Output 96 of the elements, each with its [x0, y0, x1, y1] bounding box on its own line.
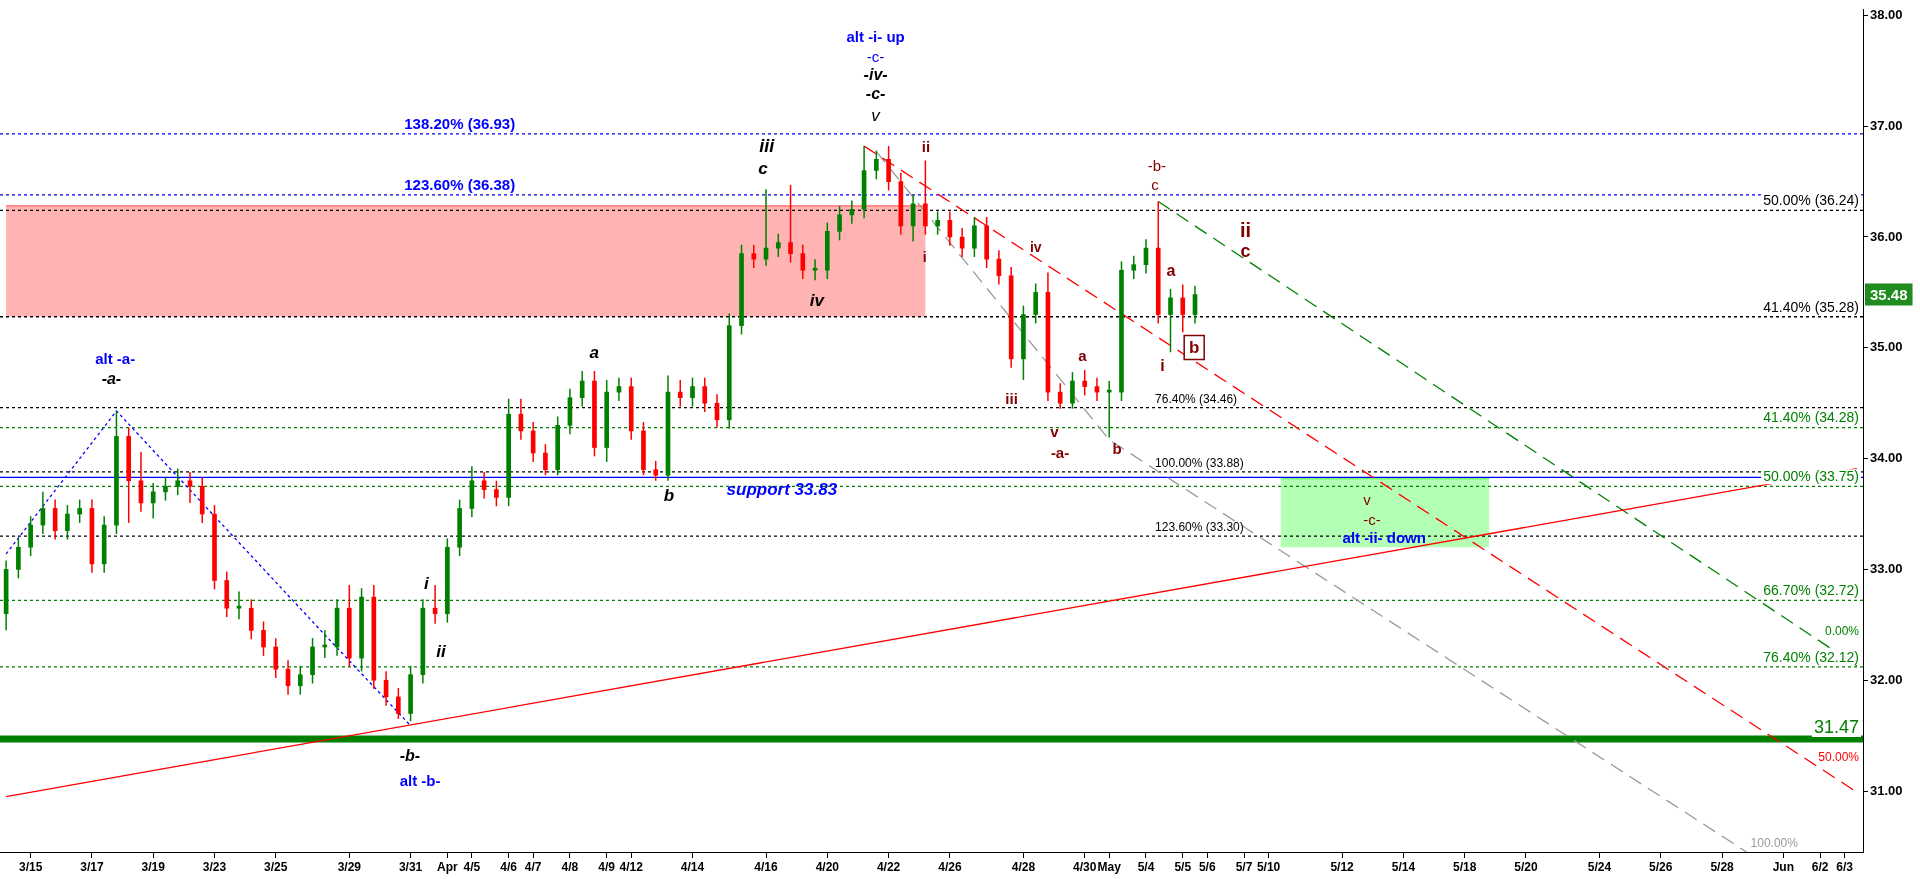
y-tick-label: 32.00: [1870, 671, 1903, 687]
annotation: -iv-: [863, 65, 888, 83]
x-tick-label: 3/25: [264, 859, 288, 874]
x-tick-label: 3/29: [337, 859, 362, 874]
x-tick-label: 4/30: [1073, 859, 1097, 874]
x-tick-label: 4/14: [680, 859, 705, 874]
y-tick-label: 35.00: [1870, 339, 1903, 355]
x-tick-label: 5/26: [1649, 859, 1673, 874]
annotation: alt -i- up: [846, 27, 905, 45]
ref-line-label: support 33.83: [726, 479, 838, 499]
annotation: v: [1050, 422, 1060, 440]
x-tick-label: 6/3: [1836, 859, 1854, 874]
annotation: b: [1188, 338, 1200, 358]
annotation: i: [423, 573, 430, 593]
series-label: 0.00%: [1824, 624, 1860, 639]
ref-line-label: 100.00% (33.88): [1155, 456, 1244, 471]
x-tick-label: Jun: [1772, 859, 1794, 874]
annotation: -c-: [1363, 511, 1381, 529]
x-tick-label: 5/5: [1174, 859, 1192, 874]
text: 35.48: [1870, 285, 1908, 303]
x-tick-label: 5/18: [1452, 859, 1477, 874]
annotation: -b-: [1147, 156, 1167, 174]
ref-line-label: 66.70% (32.72): [1763, 582, 1859, 599]
annotation: alt -b-: [399, 772, 441, 790]
y-tick-label: 36.00: [1870, 228, 1903, 244]
x-tick-label: 4/8: [561, 859, 579, 874]
x-tick-label: 3/23: [202, 859, 227, 874]
y-tick-label: 31.00: [1870, 782, 1903, 798]
x-tick-label: 5/12: [1330, 859, 1355, 874]
x-tick-label: 5/6: [1198, 859, 1216, 874]
x-tick-label: 3/17: [80, 859, 104, 874]
ref-line-label: 76.40% (34.46): [1155, 391, 1238, 406]
x-tick-label: 4/28: [1011, 859, 1036, 874]
annotation: v: [1363, 490, 1372, 508]
annotation: i: [922, 249, 927, 266]
x-tick-label: 5/10: [1256, 859, 1281, 874]
annotation: -c-: [866, 47, 885, 65]
annotation: -a-: [101, 369, 122, 387]
x-tick-label: 5/4: [1137, 859, 1155, 874]
annotation: i: [1160, 357, 1165, 375]
annotation: c: [1151, 175, 1160, 193]
annotation: -c-: [865, 85, 886, 103]
y-tick-label: 37.00: [1870, 117, 1903, 133]
x-tick-label: 5/24: [1587, 859, 1612, 874]
x-tick-label: 4/5: [463, 859, 481, 874]
x-tick-label: Apr: [437, 859, 459, 874]
x-tick-label: 4/9: [598, 859, 616, 874]
ref-line-label: 76.40% (32.12): [1763, 648, 1859, 665]
annotation: -b-: [399, 747, 421, 765]
x-tick-label: 3/19: [141, 859, 166, 874]
annotation: a: [589, 343, 599, 363]
series-label: 50.00%: [1818, 750, 1860, 765]
x-tick-label: 5/20: [1514, 859, 1538, 874]
series-label: 100.00%: [1750, 836, 1799, 851]
x-tick-label: 4/16: [754, 859, 779, 874]
ref-line-label: 123.60% (36.38): [404, 175, 516, 193]
y-tick-label: 34.00: [1870, 450, 1903, 466]
annotation: alt -a-: [95, 350, 136, 368]
ref-line-label: 41.40% (35.28): [1763, 298, 1859, 315]
x-tick-label: 4/12: [619, 859, 644, 874]
annotation: v: [871, 105, 882, 125]
annotation: iii: [1005, 389, 1018, 407]
y-tick-label: 33.00: [1870, 561, 1903, 576]
annotation: iii: [759, 136, 776, 157]
annotation: c: [758, 158, 769, 178]
x-tick-label: May: [1097, 859, 1122, 874]
annotation: iv: [809, 290, 826, 310]
x-tick-label: 4/7: [524, 859, 542, 874]
annotation: b: [1112, 439, 1122, 457]
ref-line-label: 123.60% (33.30): [1155, 520, 1244, 535]
y-tick-label: 38.00: [1870, 6, 1903, 22]
x-tick-label: 5/28: [1710, 859, 1735, 874]
x-tick-label: 6/2: [1811, 859, 1829, 874]
annotation: ii: [1240, 218, 1252, 241]
ref-line-label: 50.00% (36.24): [1763, 192, 1859, 209]
x-tick-label: 4/6: [500, 859, 518, 874]
ref-line-label: 31.47: [1813, 716, 1859, 737]
annotation: iv: [1029, 239, 1042, 255]
x-tick-label: 3/31: [398, 859, 423, 874]
annotation: alt -ii- down: [1342, 528, 1426, 546]
annotation: -a-: [1050, 443, 1070, 461]
x-tick-label: 4/22: [876, 859, 901, 874]
x-tick-label: 4/26: [938, 859, 962, 874]
x-tick-label: 4/20: [815, 859, 840, 874]
annotation: c: [1240, 241, 1251, 262]
ref-line-label: 138.20% (36.93): [404, 114, 516, 132]
annotation: b: [663, 486, 675, 506]
ref-line-label: 41.40% (34.28): [1763, 409, 1859, 426]
x-tick-label: 3/15: [18, 859, 43, 874]
annotation: ii: [436, 642, 447, 662]
ref-line-label: 50.00% (33.75): [1763, 468, 1859, 485]
annotation: a: [1166, 262, 1176, 280]
annotation: a: [1078, 346, 1088, 364]
x-tick-label: 5/14: [1391, 859, 1416, 874]
annotation: ii: [921, 138, 931, 156]
x-tick-label: 5/7: [1235, 859, 1253, 874]
